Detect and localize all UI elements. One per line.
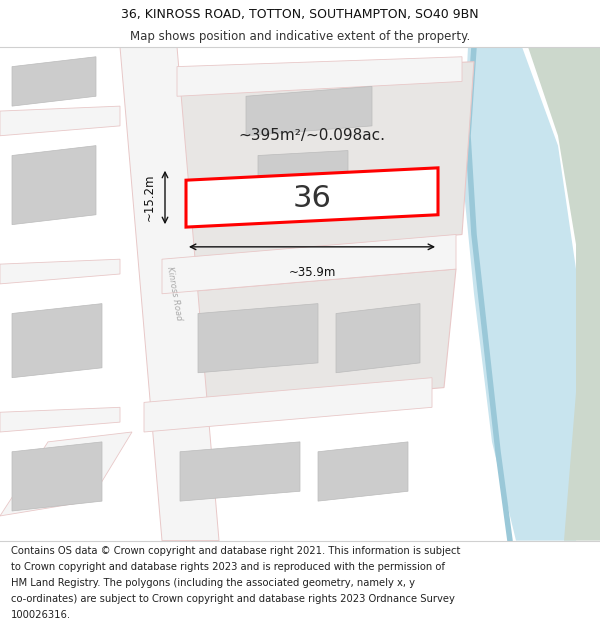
Polygon shape xyxy=(162,269,456,412)
Polygon shape xyxy=(198,304,318,372)
Polygon shape xyxy=(180,442,300,501)
Polygon shape xyxy=(246,86,372,136)
Polygon shape xyxy=(12,304,102,378)
Polygon shape xyxy=(12,146,96,224)
Text: to Crown copyright and database rights 2023 and is reproduced with the permissio: to Crown copyright and database rights 2… xyxy=(11,562,445,572)
Text: 100026316.: 100026316. xyxy=(11,610,71,620)
Text: Contains OS data © Crown copyright and database right 2021. This information is : Contains OS data © Crown copyright and d… xyxy=(11,546,460,556)
Text: co-ordinates) are subject to Crown copyright and database rights 2023 Ordnance S: co-ordinates) are subject to Crown copyr… xyxy=(11,594,455,604)
Polygon shape xyxy=(528,47,600,541)
Text: Kinross Road: Kinross Road xyxy=(165,266,183,321)
Polygon shape xyxy=(162,234,456,294)
Polygon shape xyxy=(12,57,96,106)
Polygon shape xyxy=(336,304,420,372)
Polygon shape xyxy=(0,432,132,516)
Text: 36: 36 xyxy=(293,184,331,214)
Polygon shape xyxy=(0,259,120,284)
Text: 36, KINROSS ROAD, TOTTON, SOUTHAMPTON, SO40 9BN: 36, KINROSS ROAD, TOTTON, SOUTHAMPTON, S… xyxy=(121,8,479,21)
Polygon shape xyxy=(177,62,474,259)
Polygon shape xyxy=(258,151,348,195)
Text: ~15.2m: ~15.2m xyxy=(143,174,156,221)
Polygon shape xyxy=(0,106,120,136)
Polygon shape xyxy=(462,47,588,541)
Text: Map shows position and indicative extent of the property.: Map shows position and indicative extent… xyxy=(130,30,470,43)
Text: ~395m²/~0.098ac.: ~395m²/~0.098ac. xyxy=(239,128,386,143)
Polygon shape xyxy=(0,408,120,432)
Polygon shape xyxy=(177,57,462,96)
Polygon shape xyxy=(186,168,438,227)
Text: HM Land Registry. The polygons (including the associated geometry, namely x, y: HM Land Registry. The polygons (includin… xyxy=(11,578,415,587)
Polygon shape xyxy=(120,47,219,541)
Polygon shape xyxy=(144,378,432,432)
Polygon shape xyxy=(12,442,102,511)
Text: ~35.9m: ~35.9m xyxy=(289,266,335,279)
Polygon shape xyxy=(318,442,408,501)
